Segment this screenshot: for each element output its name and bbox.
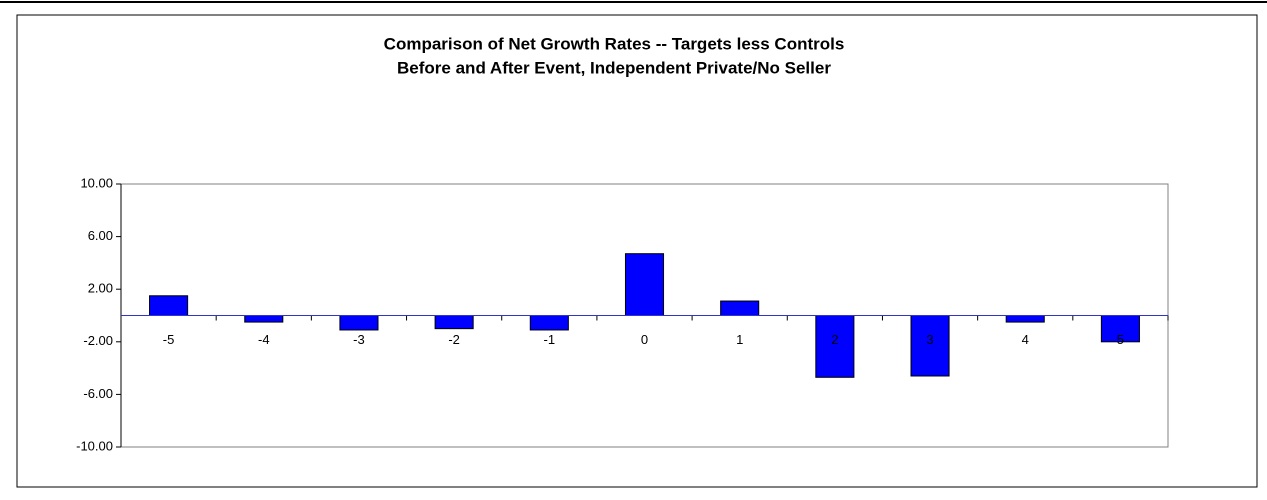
x-tick-label: -1	[544, 332, 556, 347]
x-tick-label: 4	[1022, 332, 1029, 347]
x-tick-label: 2	[831, 332, 838, 347]
chart-title: Comparison of Net Growth Rates -- Target…	[384, 34, 845, 53]
x-tick-label: 3	[926, 332, 933, 347]
x-tick-label: -4	[258, 332, 270, 347]
bar	[434, 315, 474, 330]
bar	[529, 315, 569, 331]
bar	[910, 315, 950, 377]
bar	[149, 295, 189, 316]
x-tick-label: 0	[641, 332, 648, 347]
x-tick-label: 1	[736, 332, 743, 347]
y-tick-label: 10.00	[80, 175, 113, 190]
y-tick-label: -10.00	[76, 438, 113, 453]
y-tick-label: -6.00	[83, 386, 113, 401]
chart-frame	[16, 14, 1258, 488]
bar	[339, 315, 379, 331]
x-tick-label: -5	[163, 332, 175, 347]
bar	[1100, 315, 1140, 343]
x-tick-label: -3	[353, 332, 365, 347]
x-tick-label: -2	[448, 332, 460, 347]
bar	[624, 253, 665, 317]
y-tick-label: 6.00	[88, 228, 113, 243]
bar	[1005, 315, 1045, 323]
x-tick-label: 5	[1117, 332, 1124, 347]
y-tick-label: -2.00	[83, 333, 113, 348]
bar	[720, 300, 760, 317]
bar	[244, 315, 284, 323]
y-tick-label: 2.00	[88, 281, 113, 296]
chart-subtitle: Before and After Event, Independent Priv…	[397, 58, 831, 77]
bar	[815, 315, 855, 378]
